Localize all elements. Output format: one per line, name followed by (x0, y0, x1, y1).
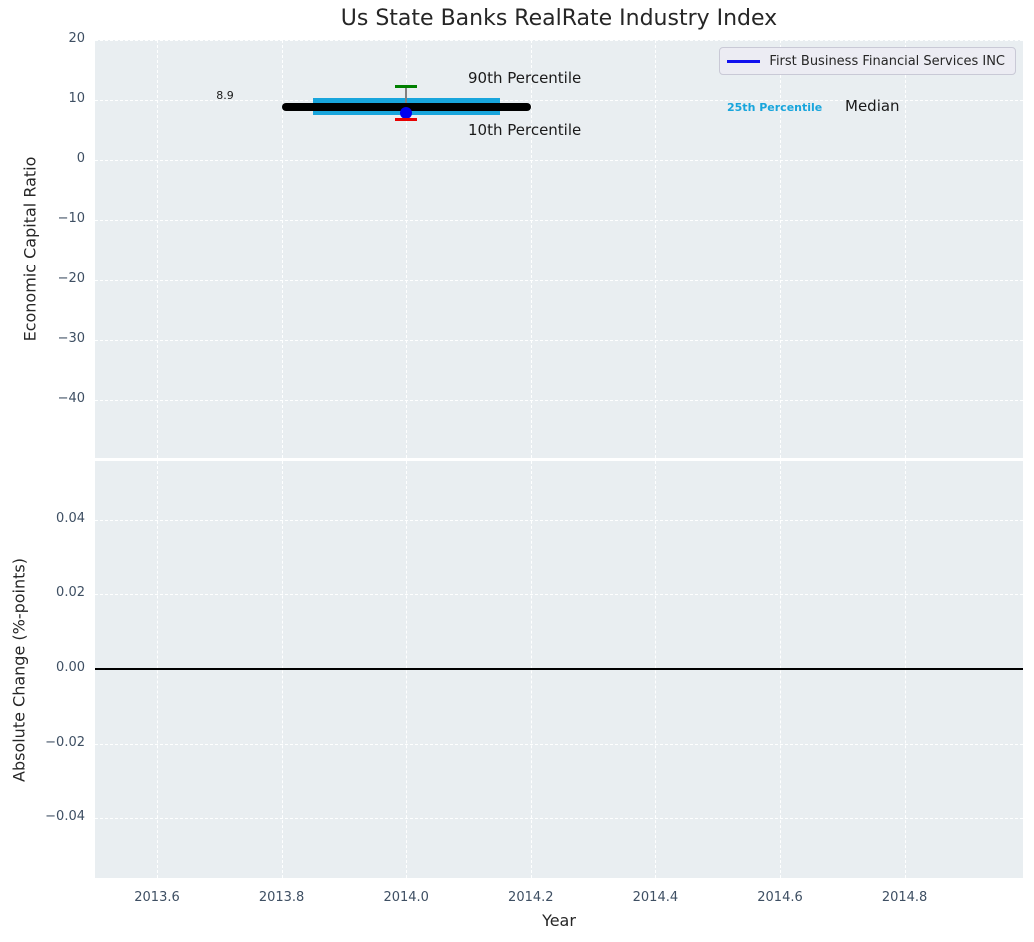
legend-label: First Business Financial Services INC (769, 54, 1005, 69)
p90-tick (395, 85, 417, 88)
figure: Us State Banks RealRate Industry Index 8… (0, 0, 1034, 942)
tick-label-y: −0.02 (25, 735, 85, 750)
tick-label-x: 2014.6 (740, 890, 820, 905)
legend-line-swatch (727, 60, 760, 63)
y-gridline (95, 400, 1023, 401)
annotation-90th-percentile: 90th Percentile (468, 69, 581, 87)
tick-label-y: 10 (25, 91, 85, 106)
tick-label-y: 0.02 (25, 585, 85, 600)
zero-line (95, 668, 1023, 670)
tick-label-y: 0.00 (25, 660, 85, 675)
tick-label-y: −40 (25, 391, 85, 406)
y-gridline (95, 160, 1023, 161)
x-gridline (655, 40, 656, 458)
tick-label-y: −30 (25, 331, 85, 346)
tick-label-x: 2014.2 (491, 890, 571, 905)
tick-label-y: −20 (25, 271, 85, 286)
annotation-median-value: 8.9 (200, 89, 250, 102)
x-gridline (531, 40, 532, 458)
bottom-plot (95, 461, 1023, 878)
x-gridline (905, 40, 906, 458)
annotation-25th-percentile: 25th Percentile (727, 101, 822, 114)
tick-label-x: 2014.0 (366, 890, 446, 905)
tick-label-x: 2014.8 (865, 890, 945, 905)
y-gridline (95, 520, 1023, 521)
p10-tick (395, 118, 417, 121)
y-gridline (95, 594, 1023, 595)
tick-label-y: 0 (25, 151, 85, 166)
tick-label-y: −0.04 (25, 809, 85, 824)
tick-label-x: 2013.8 (242, 890, 322, 905)
x-axis-label: Year (542, 911, 576, 930)
tick-label-y: −10 (25, 211, 85, 226)
annotation-10th-percentile: 10th Percentile (468, 121, 581, 139)
y-gridline (95, 220, 1023, 221)
y-gridline (95, 340, 1023, 341)
tick-label-y: 0.04 (25, 511, 85, 526)
y-gridline (95, 818, 1023, 819)
legend: First Business Financial Services INC (719, 47, 1016, 75)
y-gridline (95, 744, 1023, 745)
y-axis-label-top: Economic Capital Ratio (21, 157, 40, 342)
tick-label-x: 2013.6 (117, 890, 197, 905)
tick-label-y: 20 (25, 31, 85, 46)
annotation-median: Median (845, 97, 900, 115)
y-gridline (95, 40, 1023, 41)
x-gridline (157, 40, 158, 458)
y-gridline (95, 280, 1023, 281)
tick-label-x: 2014.4 (615, 890, 695, 905)
x-gridline (282, 40, 283, 458)
top-plot: 8.9 90th Percentile 10th Percentile 25th… (95, 40, 1023, 458)
chart-title: Us State Banks RealRate Industry Index (95, 6, 1023, 31)
